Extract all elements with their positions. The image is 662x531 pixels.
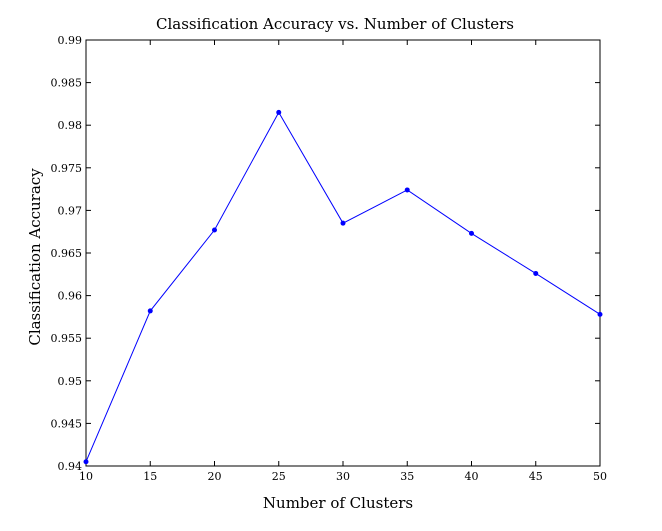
x-tick-label: 30 [336, 470, 350, 483]
data-point [469, 230, 474, 236]
x-tick-label: 40 [465, 470, 479, 483]
data-point [83, 459, 89, 465]
y-tick-label: 0.975 [51, 162, 83, 175]
data-point [212, 227, 217, 233]
data-point [147, 308, 153, 314]
y-tick-label: 0.98 [58, 119, 83, 132]
y-tick-label: 0.985 [51, 77, 83, 90]
x-tick-label: 10 [79, 470, 93, 483]
data-point [340, 220, 346, 226]
y-tick-label: 0.945 [51, 417, 83, 430]
x-tick-label: 35 [400, 470, 414, 483]
x-tick-label: 50 [593, 470, 607, 483]
y-axis-title: Classification Accuracy [26, 168, 44, 346]
data-point [404, 187, 410, 193]
y-tick-label: 0.95 [58, 375, 83, 388]
y-tick-label: 0.955 [51, 332, 83, 345]
y-tick-label: 0.96 [58, 290, 83, 303]
x-tick-label: 15 [143, 470, 157, 483]
y-tick-label: 0.965 [51, 247, 83, 260]
x-tick-label: 45 [529, 470, 543, 483]
x-tick-label: 20 [208, 470, 222, 483]
y-tick-label: 0.99 [58, 34, 83, 47]
plot-area-frame [85, 39, 601, 467]
y-tick-label: 0.97 [58, 204, 83, 217]
x-tick-label: 25 [272, 470, 286, 483]
y-tick-label: 0.94 [58, 460, 83, 473]
x-axis-title: Number of Clusters [263, 494, 413, 512]
chart-title: Classification Accuracy vs. Number of Cl… [156, 15, 514, 33]
data-point [597, 311, 603, 317]
data-point [533, 270, 539, 276]
series-line [85, 111, 601, 462]
data-point [276, 109, 282, 115]
